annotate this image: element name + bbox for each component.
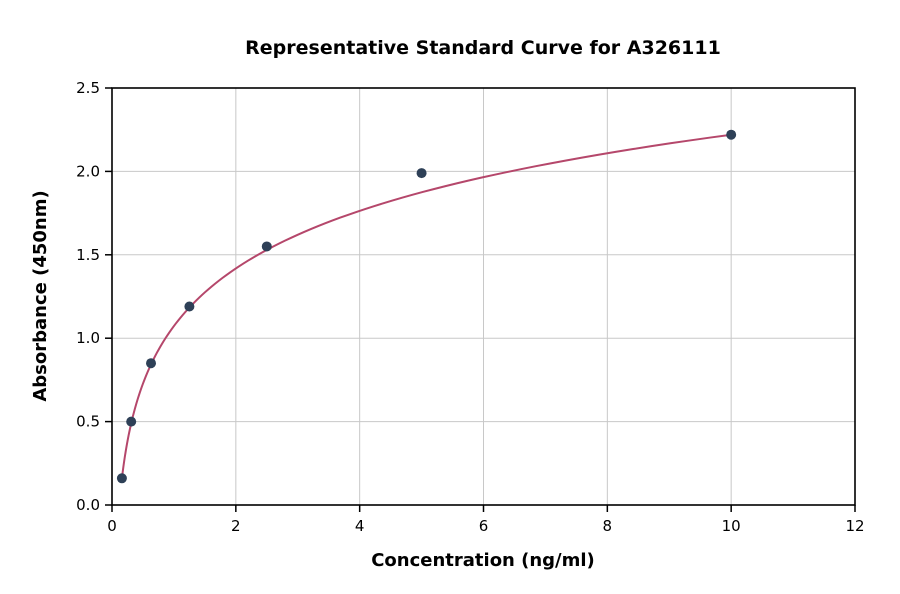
data-point [416, 168, 427, 179]
y-axis-label: Absorbance (450nm) [30, 190, 51, 401]
y-tick-label: 0.5 [76, 413, 100, 431]
data-point [116, 473, 127, 484]
y-tick-label: 2.5 [76, 79, 100, 97]
x-tick-label: 12 [845, 517, 864, 535]
y-tick-label: 2.0 [76, 162, 100, 180]
x-tick-label: 8 [603, 517, 613, 535]
data-point [146, 358, 157, 369]
data-point [261, 241, 272, 252]
data-point [126, 416, 137, 427]
chart-title: Representative Standard Curve for A32611… [245, 37, 721, 59]
y-tick-label: 0.0 [76, 496, 100, 514]
x-tick-label: 6 [479, 517, 489, 535]
data-point [184, 301, 195, 312]
x-tick-label: 2 [231, 517, 241, 535]
grid-lines [111, 87, 856, 506]
y-tick-label: 1.5 [76, 246, 100, 264]
axis-ticks-layer [105, 87, 856, 512]
x-tick-label: 0 [107, 517, 117, 535]
x-axis-label: Concentration (ng/ml) [371, 550, 595, 571]
x-tick-label: 4 [355, 517, 365, 535]
fit-curve-layer [120, 133, 733, 480]
x-tick-label: 10 [722, 517, 741, 535]
tick-labels-layer: 0 2 4 6 8 10 12 0.0 0.5 1.0 1.5 2.0 2.5 [76, 79, 864, 535]
y-tick-label: 1.0 [76, 329, 100, 347]
data-points-layer [116, 129, 737, 484]
data-point [726, 129, 737, 140]
fit-curve-line [120, 133, 733, 480]
